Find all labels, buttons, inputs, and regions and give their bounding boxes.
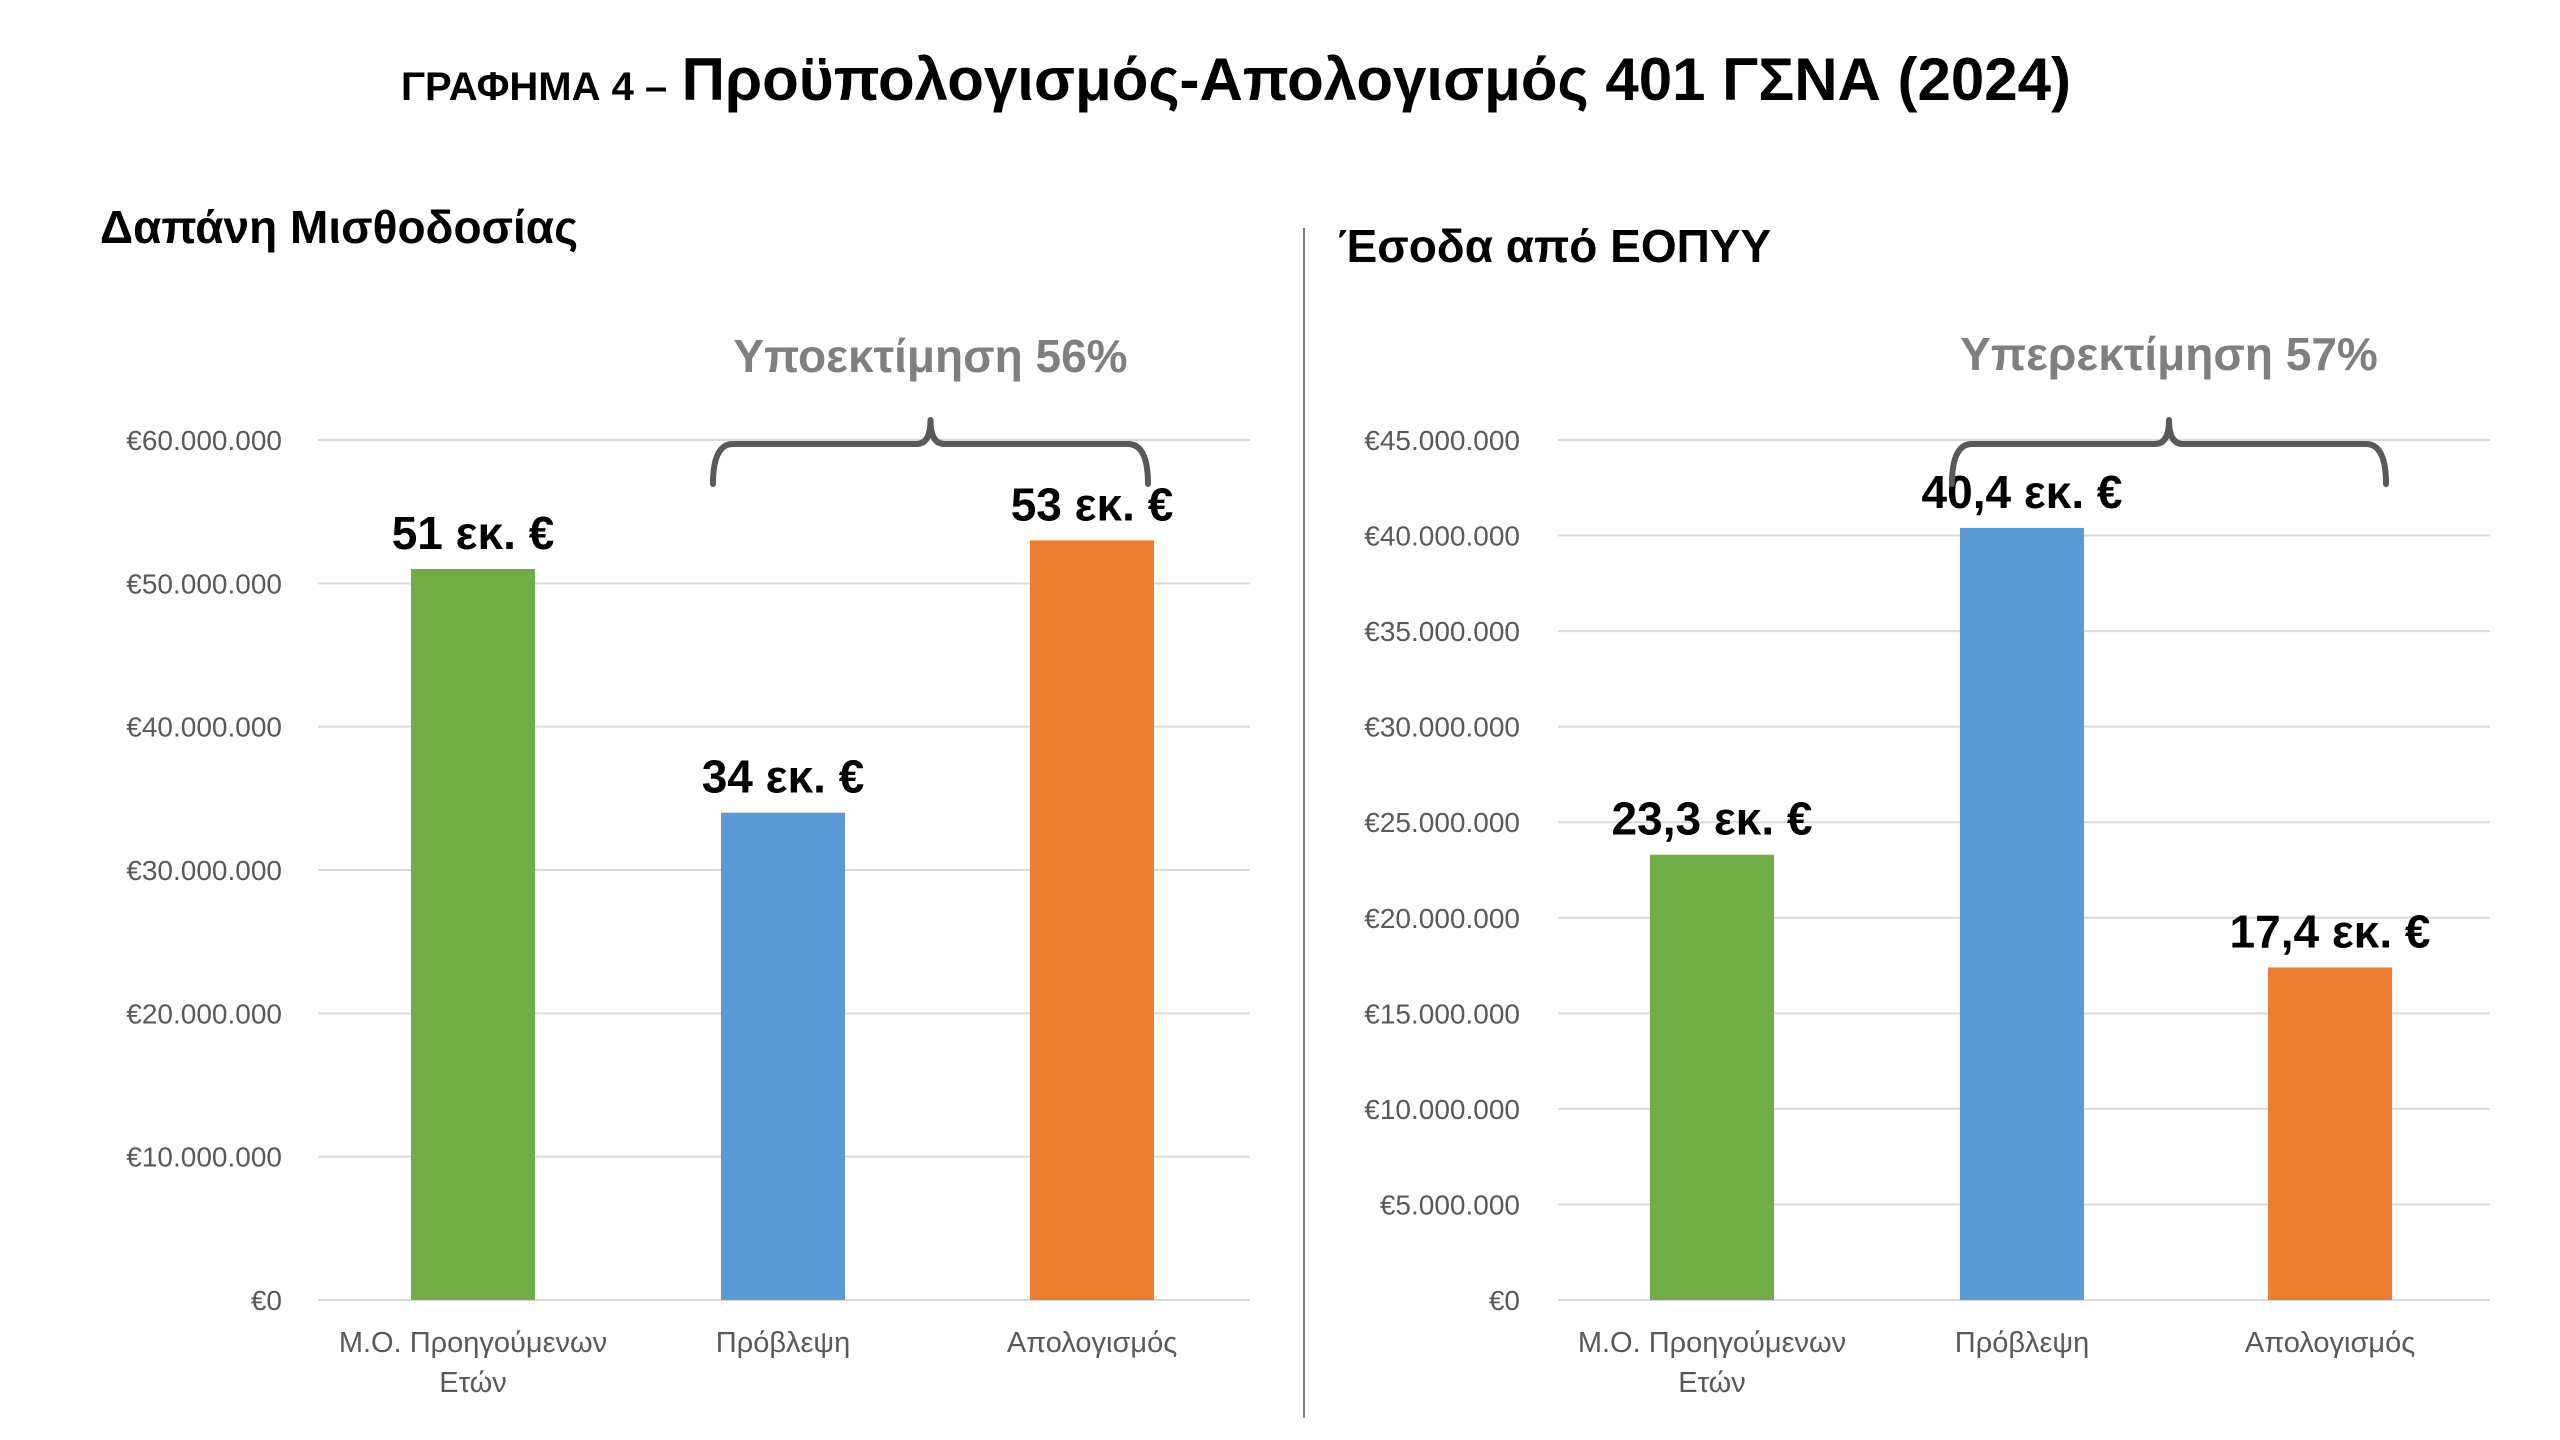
x-tick-label-line: Πρόβλεψη (716, 1327, 850, 1359)
y-tick-label: €0 (1489, 1285, 1520, 1316)
x-tick-label: Απολογισμός (2245, 1327, 2415, 1359)
annotation-text: Υπερεκτίμηση 57% (1960, 328, 2378, 380)
y-tick-label: €15.000.000 (1364, 998, 1520, 1029)
data-label: 23,3 εκ. € (1612, 793, 1813, 845)
y-tick-label: €30.000.000 (126, 855, 282, 886)
x-tick-label: Πρόβλεψη (1955, 1327, 2089, 1359)
bar (1650, 854, 1774, 1300)
y-tick-label: €0 (251, 1285, 282, 1316)
x-tick-label: Απολογισμός (1007, 1327, 1177, 1359)
bar (2268, 967, 2392, 1300)
annotation-bracket (710, 417, 1151, 487)
chart-eopyy-revenue: Έσοδα από ΕΟΠΥΥ €0 €5.000.000 €10.000.000 €1… (1338, 220, 2490, 1399)
chart-payroll-expense: Δαπάνη Μισθοδοσίας €0 €10.000.000 €20.000.0… (100, 201, 1250, 1399)
bar (411, 569, 535, 1300)
x-tick-label-line: Απολογισμός (1007, 1327, 1177, 1359)
bar (1960, 527, 2084, 1300)
annotation-text: Υποεκτίμηση 56% (733, 330, 1127, 382)
y-tick-label: €30.000.000 (1364, 712, 1520, 743)
data-label: 51 εκ. € (392, 507, 555, 559)
y-tick-label: €20.000.000 (1364, 903, 1520, 934)
y-tick-label: €60.000.000 (126, 425, 282, 456)
y-tick-label: €5.000.000 (1380, 1189, 1520, 1220)
bar (1030, 540, 1154, 1300)
data-label: 53 εκ. € (1011, 478, 1174, 530)
data-label: 34 εκ. € (702, 751, 865, 803)
figure-title-prefix: ΓΡΑΦΗΜΑ 4 – (401, 65, 667, 109)
y-tick-label: €10.000.000 (1364, 1094, 1520, 1125)
chart-title: Έσοδα από ΕΟΠΥΥ (1338, 220, 1771, 272)
y-tick-label: €45.000.000 (1364, 425, 1520, 456)
figure-title-main: Προϋπολογισμός-Απολογισμός 401 ΓΣΝΑ (202… (682, 46, 2071, 113)
y-tick-label: €50.000.000 (126, 568, 282, 599)
x-tick-label-line: Πρόβλεψη (1955, 1327, 2089, 1359)
bar (721, 812, 845, 1300)
y-tick-label: €20.000.000 (126, 998, 282, 1029)
x-tick-label: Μ.Ο. Προηγούμενων Ετών (1578, 1327, 1846, 1399)
y-tick-label: €25.000.000 (1364, 807, 1520, 838)
data-label: 17,4 εκ. € (2230, 905, 2431, 957)
y-tick-label: €40.000.000 (126, 712, 282, 743)
chart-title: Δαπάνη Μισθοδοσίας (100, 201, 578, 253)
x-tick-label-line: Μ.Ο. Προηγούμενων (339, 1327, 607, 1359)
x-tick-label-line: Ετών (439, 1367, 507, 1399)
x-tick-label-line: Ετών (1678, 1367, 1746, 1399)
annotation-bracket (1949, 417, 2389, 487)
figure-title: ΓΡΑΦΗΜΑ 4 – Προϋπολογισμός-Απολογισμός 4… (401, 46, 2071, 113)
y-tick-label: €40.000.000 (1364, 521, 1520, 552)
y-tick-label: €10.000.000 (126, 1142, 282, 1173)
y-tick-label: €35.000.000 (1364, 616, 1520, 647)
x-tick-label-line: Μ.Ο. Προηγούμενων (1578, 1327, 1846, 1359)
x-tick-label: Πρόβλεψη (716, 1327, 850, 1359)
x-tick-label: Μ.Ο. Προηγούμενων Ετών (339, 1327, 607, 1399)
x-tick-label-line: Απολογισμός (2245, 1327, 2415, 1359)
